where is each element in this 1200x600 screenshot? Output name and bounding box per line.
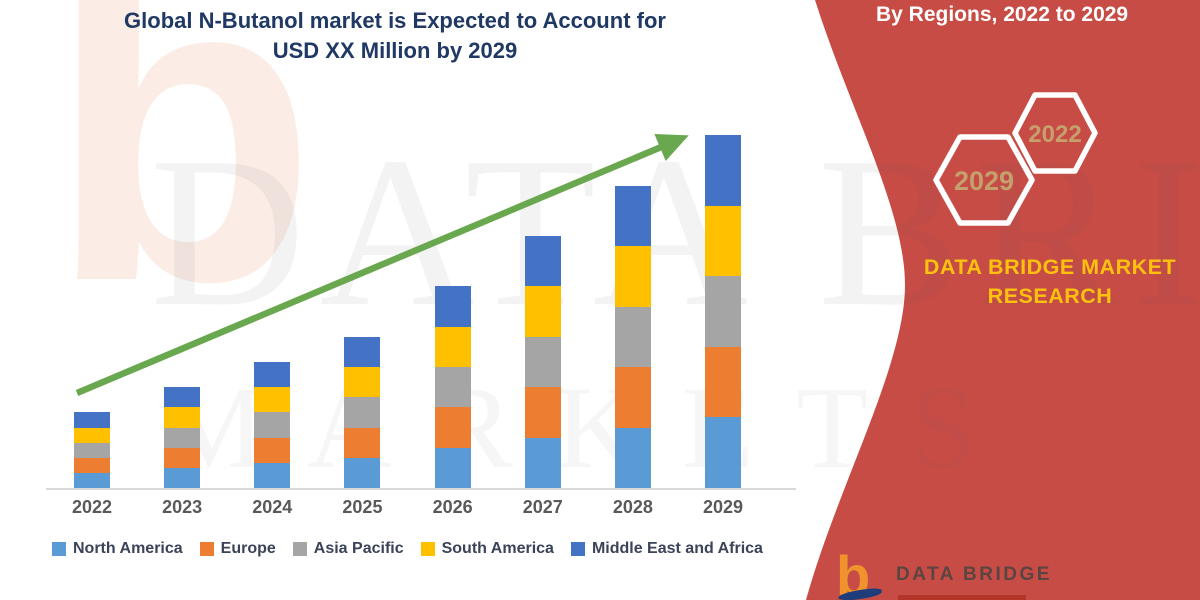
bar-segment bbox=[344, 427, 381, 458]
hexagon-2022-icon bbox=[1012, 92, 1098, 174]
bar-segment bbox=[434, 326, 471, 368]
x-axis-label: 2027 bbox=[522, 497, 563, 517]
legend-swatch-icon bbox=[570, 542, 585, 556]
bar-segment bbox=[705, 205, 742, 277]
legend-label: North America bbox=[73, 540, 183, 557]
bar-segment bbox=[614, 185, 651, 247]
bar-segment bbox=[344, 457, 381, 488]
legend-item: Asia Pacific bbox=[292, 540, 404, 558]
legend-item: Europe bbox=[199, 540, 276, 558]
brand-name: DATA BRIDGE MARKET RESEARCH bbox=[915, 253, 1185, 311]
bar-stack-2023 bbox=[164, 387, 201, 488]
bar-segment bbox=[434, 367, 471, 408]
bar-stack-2022 bbox=[74, 412, 110, 488]
bar-segment bbox=[164, 407, 201, 428]
bar-segment bbox=[164, 427, 201, 448]
bar-segment bbox=[254, 462, 291, 488]
bar-segment bbox=[614, 246, 651, 307]
page-title-line2: USD XX Million by 2029 bbox=[272, 38, 518, 63]
bar-segment bbox=[524, 387, 561, 438]
bar-segment bbox=[74, 442, 110, 458]
x-axis-label: 2025 bbox=[342, 497, 383, 517]
legend: North America Europe Asia Pacific South Ame… bbox=[52, 540, 763, 558]
bar-segment bbox=[705, 417, 742, 488]
x-axis-label: 2029 bbox=[703, 497, 744, 517]
legend-item: North America bbox=[52, 540, 183, 558]
bar-segment bbox=[524, 336, 561, 388]
bar-segment bbox=[524, 437, 561, 488]
brand-name-line2: RESEARCH bbox=[987, 284, 1113, 308]
bar-segment bbox=[254, 362, 291, 388]
bar-stack-2025 bbox=[344, 336, 381, 488]
bar-stack-2026 bbox=[434, 286, 471, 488]
hexagon-label-2022: 2022 bbox=[1028, 121, 1082, 148]
x-axis-label: 2022 bbox=[71, 497, 113, 517]
page-title-line1: Global N-Butanol market is Expected to A… bbox=[124, 8, 666, 33]
x-axis-label: 2028 bbox=[612, 497, 653, 517]
bar-segment bbox=[344, 397, 381, 428]
bar-segment bbox=[434, 407, 471, 448]
legend-label: Asia Pacific bbox=[313, 540, 404, 557]
bar-segment bbox=[705, 276, 742, 347]
panel-heading: By Regions, 2022 to 2029 bbox=[876, 3, 1129, 26]
legend-swatch-icon bbox=[199, 542, 214, 556]
bar-segment bbox=[164, 447, 201, 468]
hexagon-label-2029: 2029 bbox=[953, 166, 1015, 196]
bar-segment bbox=[434, 286, 471, 327]
legend-swatch-icon bbox=[292, 542, 307, 556]
legend-swatch-icon bbox=[420, 542, 435, 556]
bar-stack-2028 bbox=[614, 185, 651, 488]
bar-stack-2027 bbox=[524, 236, 561, 488]
bar-segment bbox=[434, 447, 471, 488]
bar-segment bbox=[524, 236, 561, 287]
bar-segment bbox=[614, 367, 651, 428]
footer-logo: b DATA BRIDGE bbox=[836, 548, 1086, 600]
hexagon-badges bbox=[933, 92, 1098, 226]
bar-segment bbox=[614, 306, 651, 368]
bar-segment bbox=[74, 472, 110, 488]
bar-segment bbox=[164, 467, 201, 488]
bar-segment bbox=[254, 387, 291, 413]
x-axis-label: 2023 bbox=[162, 497, 203, 517]
page-title: Global N-Butanol market is Expected to A… bbox=[0, 6, 790, 66]
x-axis-label: 2024 bbox=[252, 497, 293, 517]
legend-item: Middle East and Africa bbox=[570, 540, 763, 558]
x-axis-label: 2026 bbox=[432, 497, 473, 517]
legend-item: South America bbox=[420, 540, 554, 558]
bar-segment bbox=[164, 387, 201, 408]
bar-segment bbox=[74, 457, 110, 473]
bar-stack-2029 bbox=[705, 135, 742, 488]
bar-segment bbox=[74, 412, 110, 428]
bar-segment bbox=[705, 135, 742, 206]
bar-stack-2024 bbox=[254, 362, 291, 488]
bar-segment bbox=[344, 367, 381, 398]
footer-logo-strip bbox=[898, 595, 1026, 600]
bar-segment bbox=[344, 336, 381, 368]
legend-label: South America bbox=[441, 540, 554, 557]
legend-label: Europe bbox=[220, 540, 276, 557]
footer-logo-name: DATA BRIDGE bbox=[896, 564, 1052, 585]
bar-segment bbox=[74, 427, 110, 443]
brand-name-line1: DATA BRIDGE MARKET bbox=[923, 255, 1177, 279]
bar-segment bbox=[705, 346, 742, 418]
bar-segment bbox=[254, 437, 291, 463]
x-axis-baseline bbox=[46, 488, 796, 490]
legend-label: Middle East and Africa bbox=[591, 540, 763, 557]
bar-segment bbox=[524, 286, 561, 337]
legend-swatch-icon bbox=[52, 542, 66, 556]
bar-segment bbox=[254, 412, 291, 438]
hexagon-2029-icon bbox=[933, 134, 1035, 226]
bar-segment bbox=[614, 427, 651, 488]
